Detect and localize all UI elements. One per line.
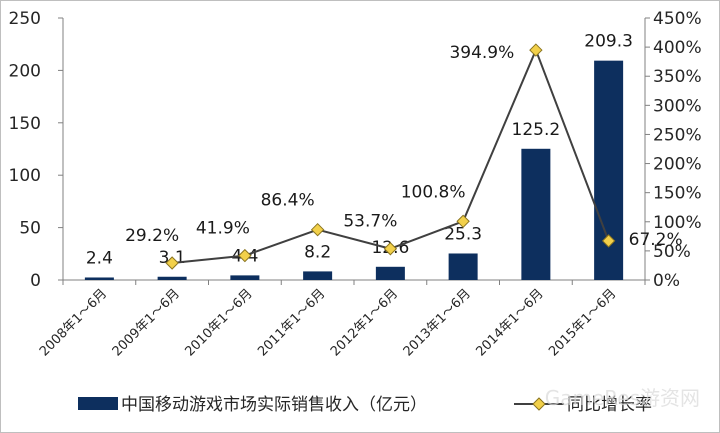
growth-value-label: 41.9% — [196, 219, 250, 239]
bar-value-label: 8.2 — [304, 242, 331, 262]
growth-marker — [238, 248, 252, 263]
legend-bar-swatch — [78, 397, 118, 410]
right-tick-label: 450% — [653, 9, 702, 29]
legend-line-label: 同比增长率 — [567, 395, 652, 415]
right-tick-label: 300% — [653, 96, 702, 116]
left-tick-label: 150 — [9, 114, 41, 134]
growth-value-label: 86.4% — [261, 191, 315, 211]
bar — [230, 275, 260, 280]
legend: 中国移动游戏市场实际销售收入（亿元） 同比增长率 — [78, 395, 652, 415]
growth-marker — [165, 256, 179, 270]
bar-value-label: 209.3 — [584, 32, 633, 52]
legend-bar-label: 中国移动游戏市场实际销售收入（亿元） — [121, 395, 427, 415]
watermark: GameRes游资网 — [545, 386, 700, 410]
growth-marker — [310, 222, 325, 237]
bar-value-label: 25.3 — [444, 224, 482, 244]
right-tick-label: 50% — [653, 242, 691, 262]
right-tick-label: 100% — [653, 213, 702, 233]
left-tick-label: 250 — [9, 9, 41, 29]
growth-marker — [383, 242, 398, 256]
right-tick-label: 200% — [653, 155, 702, 175]
growth-value-label: 394.9% — [449, 43, 514, 63]
left-tick-label: 50 — [19, 219, 41, 239]
bar — [375, 266, 405, 280]
right-tick-label: 350% — [653, 67, 702, 87]
left-tick-label: 100 — [9, 166, 41, 186]
growth-value-label: 53.7% — [343, 212, 397, 232]
left-tick-label: 0 — [30, 271, 41, 291]
left-tick-label: 200 — [9, 61, 41, 81]
growth-value-label: 67.2% — [629, 230, 683, 250]
right-tick-label: 0% — [653, 271, 680, 291]
bar — [157, 276, 187, 280]
growth-marker — [456, 214, 470, 229]
right-tick-label: 250% — [653, 125, 702, 145]
bar — [84, 277, 114, 280]
right-tick-label: 400% — [653, 38, 702, 58]
growth-value-label: 29.2% — [125, 226, 179, 246]
bar — [521, 148, 551, 280]
growth-value-label: 100.8% — [401, 182, 466, 202]
growth-marker — [529, 43, 543, 57]
right-tick-label: 150% — [653, 184, 702, 204]
bar — [303, 271, 333, 280]
bar-value-label: 125.2 — [512, 120, 561, 140]
bar — [448, 253, 478, 280]
legend-line-marker — [532, 397, 546, 411]
bar-value-label: 2.4 — [86, 248, 113, 268]
growth-marker — [601, 234, 616, 248]
